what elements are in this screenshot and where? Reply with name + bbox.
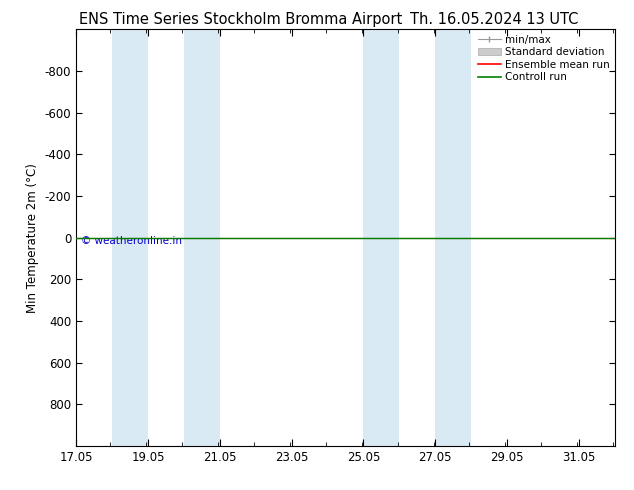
Bar [184,29,220,446]
Y-axis label: Min Temperature 2m (°C): Min Temperature 2m (°C) [26,163,39,313]
Text: Th. 16.05.2024 13 UTC: Th. 16.05.2024 13 UTC [410,12,579,27]
Text: © weatheronline.in: © weatheronline.in [81,236,183,246]
Bar [615,29,634,446]
Legend: min/max, Standard deviation, Ensemble mean run, Controll run: min/max, Standard deviation, Ensemble me… [476,32,612,84]
Bar [112,29,148,446]
Text: ENS Time Series Stockholm Bromma Airport: ENS Time Series Stockholm Bromma Airport [79,12,403,27]
Bar [436,29,471,446]
Bar [363,29,399,446]
